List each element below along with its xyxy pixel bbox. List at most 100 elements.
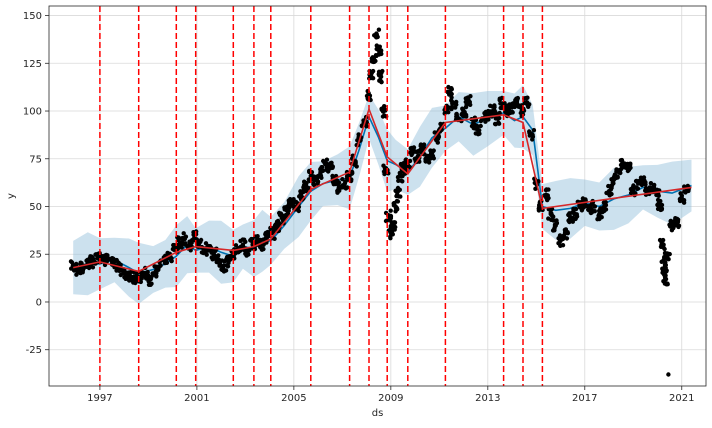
observed-point xyxy=(509,109,515,114)
observed-point xyxy=(219,267,225,272)
observed-point xyxy=(368,74,373,79)
observed-point xyxy=(454,99,459,105)
observed-point xyxy=(203,241,209,246)
observed-point xyxy=(514,99,520,104)
observed-point xyxy=(536,208,542,213)
x-axis-ticks: 1997 2001 2005 2009 2013 2017 2021 xyxy=(87,386,694,404)
observed-point xyxy=(395,199,401,204)
observed-point xyxy=(554,218,559,223)
observed-point xyxy=(552,223,558,229)
observed-point xyxy=(90,255,95,260)
observed-point xyxy=(376,72,382,78)
observed-point xyxy=(467,99,472,105)
observed-point xyxy=(273,222,278,227)
observed-point xyxy=(635,186,641,191)
observed-point xyxy=(183,241,188,246)
observed-point xyxy=(371,58,376,63)
observed-point xyxy=(238,238,243,244)
observed-point xyxy=(665,281,670,286)
observed-point xyxy=(326,168,331,174)
observed-point xyxy=(142,270,147,276)
observed-point xyxy=(146,279,151,284)
observed-point xyxy=(630,186,635,191)
observed-point xyxy=(430,155,435,160)
observed-point xyxy=(146,282,152,287)
observed-point xyxy=(638,175,644,180)
observed-point xyxy=(614,175,620,180)
observed-point xyxy=(195,240,201,246)
observed-point xyxy=(301,187,307,192)
observed-point xyxy=(376,27,382,32)
observed-point xyxy=(301,183,307,188)
observed-point xyxy=(409,152,414,158)
observed-point xyxy=(381,163,386,168)
observed-point xyxy=(246,247,251,253)
observed-point xyxy=(383,108,388,113)
observed-point xyxy=(686,188,691,194)
observed-point xyxy=(668,221,674,226)
observed-point xyxy=(183,234,189,239)
observed-point xyxy=(438,121,443,127)
observed-point xyxy=(454,112,459,117)
observed-point xyxy=(349,169,355,175)
observed-point xyxy=(447,92,452,97)
observed-point xyxy=(592,209,597,214)
observed-point xyxy=(628,190,634,196)
observed-point xyxy=(110,257,116,263)
observed-point xyxy=(389,220,394,225)
observed-point xyxy=(493,116,498,121)
x-tick-label: 2017 xyxy=(572,393,597,404)
observed-point xyxy=(395,175,401,180)
observed-point xyxy=(599,206,605,211)
observed-point xyxy=(114,257,119,263)
observed-point xyxy=(391,203,397,208)
observed-point xyxy=(400,179,405,184)
observed-point xyxy=(379,79,384,85)
observed-point xyxy=(626,167,632,172)
observed-point xyxy=(545,193,550,198)
observed-point xyxy=(662,265,668,270)
observed-point xyxy=(344,174,350,179)
observed-point xyxy=(162,260,168,266)
observed-point xyxy=(388,236,393,241)
observed-point xyxy=(258,237,263,243)
observed-point xyxy=(597,212,602,218)
observed-point xyxy=(238,244,243,249)
observed-point xyxy=(562,231,568,236)
observed-point xyxy=(80,270,85,275)
observed-point xyxy=(465,95,470,100)
observed-point xyxy=(216,253,221,258)
observed-point xyxy=(329,160,334,165)
observed-point xyxy=(311,180,316,186)
observed-point xyxy=(169,258,174,264)
y-tick-label: 150 xyxy=(23,11,42,22)
observed-point xyxy=(573,216,578,222)
observed-point xyxy=(369,70,374,76)
plot-frame xyxy=(48,5,707,387)
observed-point xyxy=(235,250,240,255)
observed-point xyxy=(213,248,218,253)
observed-point xyxy=(627,163,633,168)
observed-point xyxy=(392,220,398,225)
observed-point xyxy=(678,191,683,196)
observed-point xyxy=(380,114,386,119)
observed-point xyxy=(533,186,538,191)
observed-point xyxy=(669,228,675,233)
observed-point xyxy=(118,268,124,273)
observed-point xyxy=(209,248,214,253)
observed-point xyxy=(661,245,666,250)
observed-point xyxy=(393,209,398,214)
observed-point xyxy=(607,193,612,198)
trend-line-layer xyxy=(73,106,692,273)
observed-point xyxy=(643,185,649,191)
observed-point xyxy=(648,181,654,186)
changepoint-lines-layer xyxy=(99,6,544,386)
observed-point xyxy=(243,239,248,244)
observed-point xyxy=(86,265,92,271)
observed-point xyxy=(423,158,428,164)
observed-point xyxy=(69,260,75,265)
observed-point xyxy=(460,106,465,111)
observed-point xyxy=(180,236,185,241)
observed-point xyxy=(233,243,239,248)
observed-point xyxy=(620,159,625,164)
